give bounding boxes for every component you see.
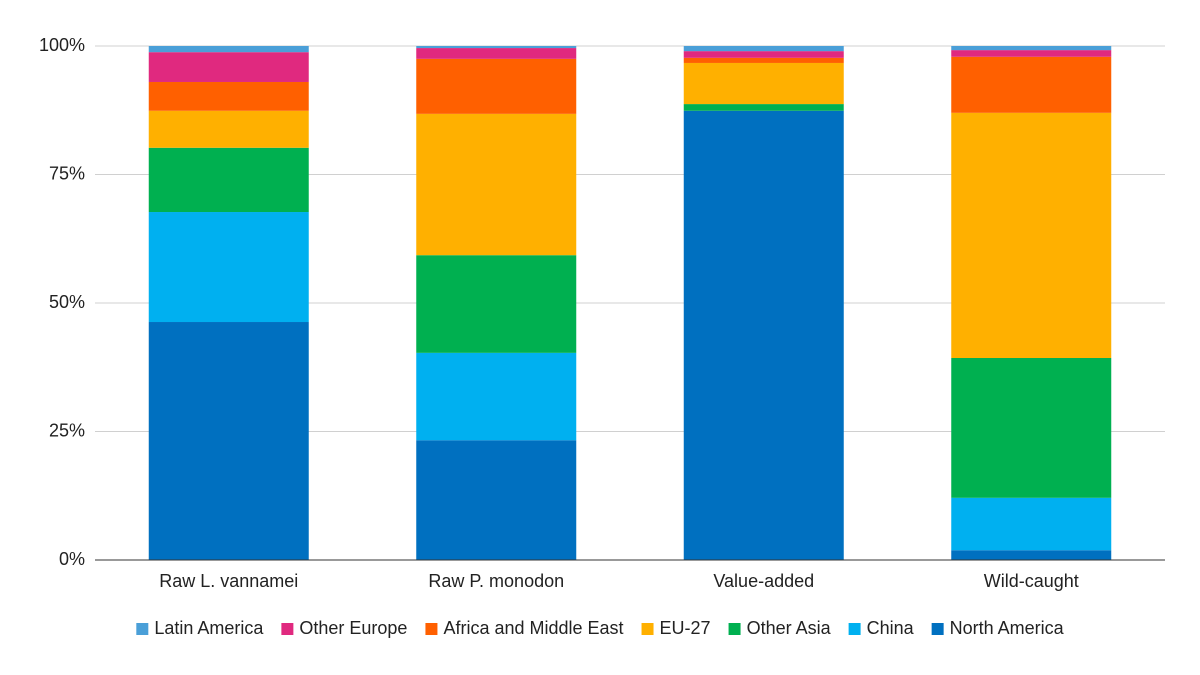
x-tick-label: Value-added xyxy=(713,571,814,591)
legend-label: China xyxy=(867,618,915,638)
legend-swatch xyxy=(728,623,741,635)
bar-segment xyxy=(951,46,1112,51)
bar-segment xyxy=(951,56,1112,113)
bar-segment xyxy=(416,440,577,560)
x-tick-label: Raw L. vannamei xyxy=(159,571,298,591)
bar-segment xyxy=(683,110,844,560)
bar-segment xyxy=(951,550,1112,560)
legend-swatch xyxy=(136,623,149,635)
bar-segment xyxy=(416,352,577,441)
y-tick-label: 25% xyxy=(49,420,85,440)
legend-swatch xyxy=(641,623,654,635)
bar-segment xyxy=(416,58,577,114)
legend-label: EU-27 xyxy=(660,618,711,638)
bar-segment xyxy=(416,48,577,59)
bar-segment xyxy=(683,46,844,52)
bar-segment xyxy=(951,357,1112,498)
bar-segment xyxy=(416,46,577,49)
legend-label: Other Asia xyxy=(747,618,832,638)
bar-segment xyxy=(148,147,309,213)
bar-segment xyxy=(683,62,844,105)
legend-label: Other Europe xyxy=(299,618,407,638)
y-tick-label: 50% xyxy=(49,292,85,312)
bar-segment xyxy=(148,52,309,82)
legend-swatch xyxy=(931,623,944,635)
bar-segment xyxy=(148,110,309,148)
bar-segment xyxy=(951,112,1112,358)
bar-segment xyxy=(683,57,844,63)
bar-segment xyxy=(951,497,1112,551)
bar-segment xyxy=(416,255,577,353)
legend-label: North America xyxy=(950,618,1065,638)
y-tick-label: 75% xyxy=(49,163,85,183)
x-tick-label: Raw P. monodon xyxy=(428,571,564,591)
legend-label: Africa and Middle East xyxy=(443,618,623,638)
bar-segment xyxy=(148,322,309,560)
bar-segment xyxy=(951,50,1112,57)
y-tick-label: 100% xyxy=(39,35,85,55)
legend-swatch xyxy=(848,623,861,635)
bar-segment xyxy=(683,104,844,111)
legend: Latin America Other Europe Africa and Midd… xyxy=(136,618,1065,638)
legend-swatch xyxy=(281,623,294,635)
y-tick-label: 0% xyxy=(59,549,85,569)
bar-segment xyxy=(148,81,309,111)
legend-label: Latin America xyxy=(154,618,264,638)
x-tick-label: Wild-caught xyxy=(984,571,1079,591)
bar-segment xyxy=(148,212,309,323)
bar-segment xyxy=(416,113,577,256)
bar-segment xyxy=(148,46,309,53)
bar-segment xyxy=(683,51,844,58)
legend-swatch xyxy=(425,623,438,635)
